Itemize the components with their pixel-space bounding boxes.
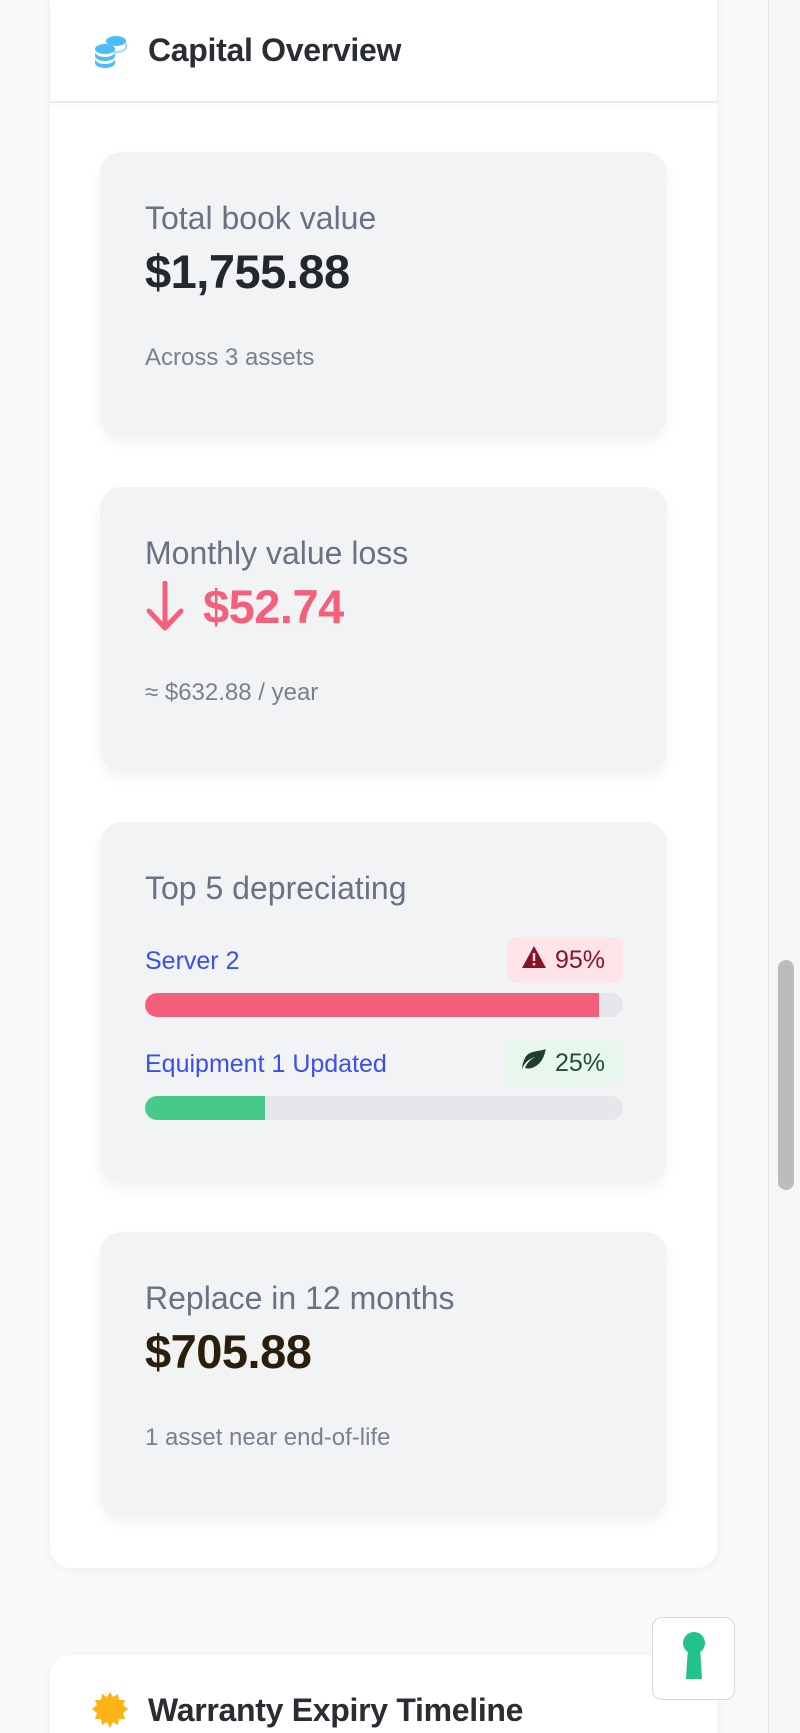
capital-overview-panel: Capital Overview Total book value $1,755… bbox=[50, 0, 717, 1568]
stat-label: Replace in 12 months bbox=[145, 1280, 455, 1316]
monthly-value-loss-card: Monthly value loss $52.74 ≈ $632.88 / ye… bbox=[100, 487, 667, 772]
progress-fill bbox=[145, 1096, 265, 1120]
status-badge: 25% bbox=[504, 1040, 623, 1086]
stat-value: $705.88 bbox=[145, 1325, 312, 1378]
panel-header: Warranty Expiry Timeline bbox=[50, 1655, 717, 1733]
progress-fill bbox=[145, 993, 600, 1017]
stat-label: Total book value bbox=[145, 200, 377, 236]
arrow-down-icon bbox=[145, 580, 185, 633]
status-badge: 95% bbox=[506, 937, 623, 983]
stat-value: $1,755.88 bbox=[145, 245, 350, 298]
page-scrollbar[interactable] bbox=[768, 0, 800, 1733]
panel-header: Capital Overview bbox=[50, 0, 717, 103]
replace-12-months-card: Replace in 12 months $705.88 1 asset nea… bbox=[100, 1232, 667, 1517]
scrollbar-thumb[interactable] bbox=[778, 960, 794, 1190]
warning-triangle-icon bbox=[521, 945, 547, 976]
stat-label: Monthly value loss bbox=[145, 535, 409, 571]
depreciating-item: Server 2 95% bbox=[145, 937, 623, 1017]
asset-link-equipment-1-updated[interactable]: Equipment 1 Updated bbox=[145, 1050, 387, 1078]
badge-sun-icon bbox=[90, 1690, 130, 1730]
keyhole-floating-button[interactable] bbox=[652, 1617, 735, 1700]
keyhole-icon bbox=[680, 1631, 708, 1686]
panel-title: Capital Overview bbox=[148, 32, 402, 68]
warranty-timeline-panel: Warranty Expiry Timeline bbox=[50, 1655, 717, 1733]
stat-sub: ≈ $632.88 / year bbox=[145, 679, 319, 706]
stat-value: $52.74 bbox=[203, 580, 344, 633]
stat-label: Top 5 depreciating bbox=[145, 870, 407, 906]
stat-sub: 1 asset near end-of-life bbox=[145, 1424, 391, 1451]
stat-value-row: $52.74 bbox=[145, 579, 344, 634]
leaf-icon bbox=[519, 1048, 547, 1079]
progress-bar bbox=[145, 1096, 623, 1120]
asset-link-server-2[interactable]: Server 2 bbox=[145, 947, 240, 975]
stat-sub: Across 3 assets bbox=[145, 344, 315, 371]
total-book-value-card: Total book value $1,755.88 Across 3 asse… bbox=[100, 152, 667, 437]
progress-bar bbox=[145, 993, 623, 1017]
depreciating-item: Equipment 1 Updated 25% bbox=[145, 1040, 623, 1120]
top-depreciating-card: Top 5 depreciating Server 2 95% bbox=[100, 822, 667, 1183]
percent-label: 95% bbox=[554, 945, 605, 974]
panel-title: Warranty Expiry Timeline bbox=[148, 1691, 524, 1728]
percent-label: 25% bbox=[554, 1048, 605, 1077]
coins-icon bbox=[90, 31, 130, 71]
